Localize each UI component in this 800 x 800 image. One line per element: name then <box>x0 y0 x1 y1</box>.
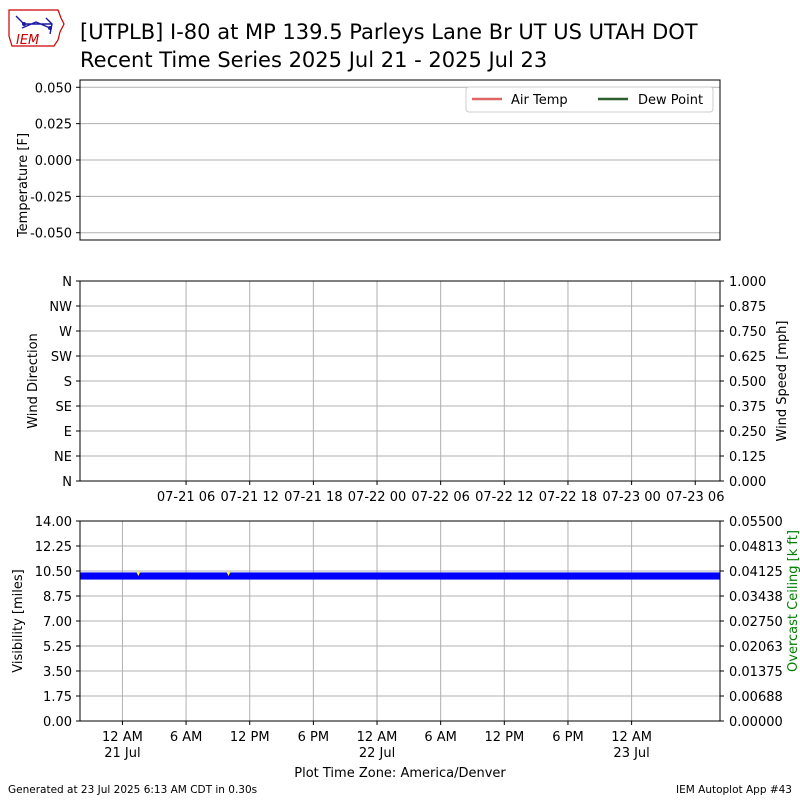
wind-xtick-label: 07-21 06 <box>157 490 215 505</box>
temp-ylabel: Temperature [F] <box>16 133 31 238</box>
vis-xtick-label: 6 PM <box>552 730 583 745</box>
wind-direction-tick-label: N <box>62 475 72 490</box>
ceiling-ytick-label: 0.00000 <box>729 715 783 730</box>
vis-xtick-date-label: 22 Jul <box>359 746 395 761</box>
vis-xtick-label: 6 AM <box>170 730 203 745</box>
wind-speed-tick-label: 0.625 <box>729 350 766 365</box>
vis-ytick-label: 12.25 <box>35 540 72 555</box>
wind-direction-tick-label: NE <box>54 450 72 465</box>
ceiling-ytick-label: 0.01375 <box>729 665 783 680</box>
visibility-ylabel: Visibility [miles] <box>11 569 26 672</box>
wind-speed-tick-label: 0.750 <box>729 325 766 340</box>
ceiling-ytick-label: 0.02750 <box>729 615 783 630</box>
wind-direction-tick-label: N <box>62 275 72 290</box>
vis-xtick-label: 12 PM <box>230 730 270 745</box>
visibility-marker <box>226 571 231 576</box>
legend-box <box>465 86 714 113</box>
chart-title-line1: [UTPLB] I-80 at MP 139.5 Parleys Lane Br… <box>80 20 698 44</box>
wind-xtick-label: 07-21 18 <box>284 490 342 505</box>
wind-direction-ylabel: Wind Direction <box>26 333 41 429</box>
wind-speed-tick-label: 0.500 <box>729 375 766 390</box>
wind-direction-tick-label: S <box>64 375 72 390</box>
ceiling-ytick-label: 0.00688 <box>729 690 783 705</box>
vis-xtick-label: 12 AM <box>102 730 143 745</box>
wind-xtick-label: 07-22 06 <box>411 490 469 505</box>
wind-speed-tick-label: 1.000 <box>729 275 766 290</box>
wind-panel-frame <box>79 280 721 482</box>
wind-xtick-label: 07-22 18 <box>539 490 597 505</box>
ceiling-ylabel: Overcast Ceiling [k ft] <box>786 530 800 672</box>
iowa-state-outline-icon <box>8 9 65 47</box>
visibility-marker <box>136 571 141 576</box>
wind-xtick-label: 07-23 00 <box>602 490 660 505</box>
vis-ytick-label: 14.00 <box>35 515 72 530</box>
wind-speed-tick-label: 0.875 <box>729 300 766 315</box>
temp-ytick-label: -0.025 <box>30 190 72 205</box>
chart-title-line2: Recent Time Series 2025 Jul 21 - 2025 Ju… <box>80 48 548 72</box>
ceiling-ytick-label: 0.02063 <box>729 640 783 655</box>
temp-ytick-label: 0.000 <box>35 154 72 169</box>
wind-xtick-label: 07-21 12 <box>220 490 278 505</box>
wind-xtick-label: 07-22 12 <box>475 490 533 505</box>
iem-logo: IEM <box>8 9 65 48</box>
legend-dewpoint-label: Dew Point <box>638 93 703 108</box>
temp-ytick-label: -0.050 <box>30 227 72 242</box>
vis-ytick-label: 10.50 <box>35 565 72 580</box>
vis-xlabel: Plot Time Zone: America/Denver <box>294 766 506 781</box>
temp-panel-frame <box>79 79 721 241</box>
vis-xtick-label: 12 AM <box>357 730 398 745</box>
visibility-series <box>80 572 720 580</box>
vis-ytick-label: 3.50 <box>43 665 72 680</box>
ceiling-ytick-label: 0.04813 <box>729 540 783 555</box>
wind-direction-tick-label: W <box>59 325 72 340</box>
chart-title: [UTPLB] I-80 at MP 139.5 Parleys Lane Br… <box>80 18 698 74</box>
wind-direction-tick-label: E <box>64 425 72 440</box>
wind-speed-tick-label: 0.250 <box>729 425 766 440</box>
vis-xtick-date-label: 23 Jul <box>613 746 649 761</box>
wind-speed-tick-label: 0.375 <box>729 400 766 415</box>
wind-speed-ylabel: Wind Speed [mph] <box>775 321 790 442</box>
vis-xtick-label: 12 PM <box>484 730 524 745</box>
vis-panel-frame <box>79 520 721 722</box>
ceiling-ytick-label: 0.03438 <box>729 590 783 605</box>
footer-app-text: IEM Autoplot App #43 <box>676 784 792 796</box>
ceiling-ytick-label: 0.05500 <box>729 515 783 530</box>
footer-generated-text: Generated at 23 Jul 2025 6:13 AM CDT in … <box>8 784 258 796</box>
temp-ytick-label: 0.050 <box>35 81 72 96</box>
vis-ytick-label: 1.75 <box>43 690 72 705</box>
logo-text: IEM <box>16 33 39 48</box>
vis-ytick-label: 0.00 <box>43 715 72 730</box>
vis-xtick-label: 12 AM <box>611 730 652 745</box>
vis-xtick-label: 6 PM <box>298 730 329 745</box>
wind-direction-tick-label: NW <box>49 300 72 315</box>
temp-legend: Air Temp Dew Point <box>465 86 714 113</box>
wind-xtick-label: 07-22 00 <box>348 490 406 505</box>
wind-speed-tick-label: 0.125 <box>729 450 766 465</box>
vis-xtick-label: 6 AM <box>424 730 457 745</box>
legend-airtemp-label: Air Temp <box>511 93 568 108</box>
wind-direction-tick-label: SW <box>51 350 72 365</box>
ceiling-ytick-label: 0.04125 <box>729 565 783 580</box>
wind-xtick-label: 07-23 06 <box>666 490 724 505</box>
vis-ytick-label: 5.25 <box>43 640 72 655</box>
vis-xtick-date-label: 21 Jul <box>104 746 140 761</box>
wind-direction-tick-label: SE <box>56 400 72 415</box>
wind-speed-tick-label: 0.000 <box>729 475 766 490</box>
vis-ytick-label: 8.75 <box>43 590 72 605</box>
vis-ytick-label: 7.00 <box>43 615 72 630</box>
temp-ytick-label: 0.025 <box>35 118 72 133</box>
